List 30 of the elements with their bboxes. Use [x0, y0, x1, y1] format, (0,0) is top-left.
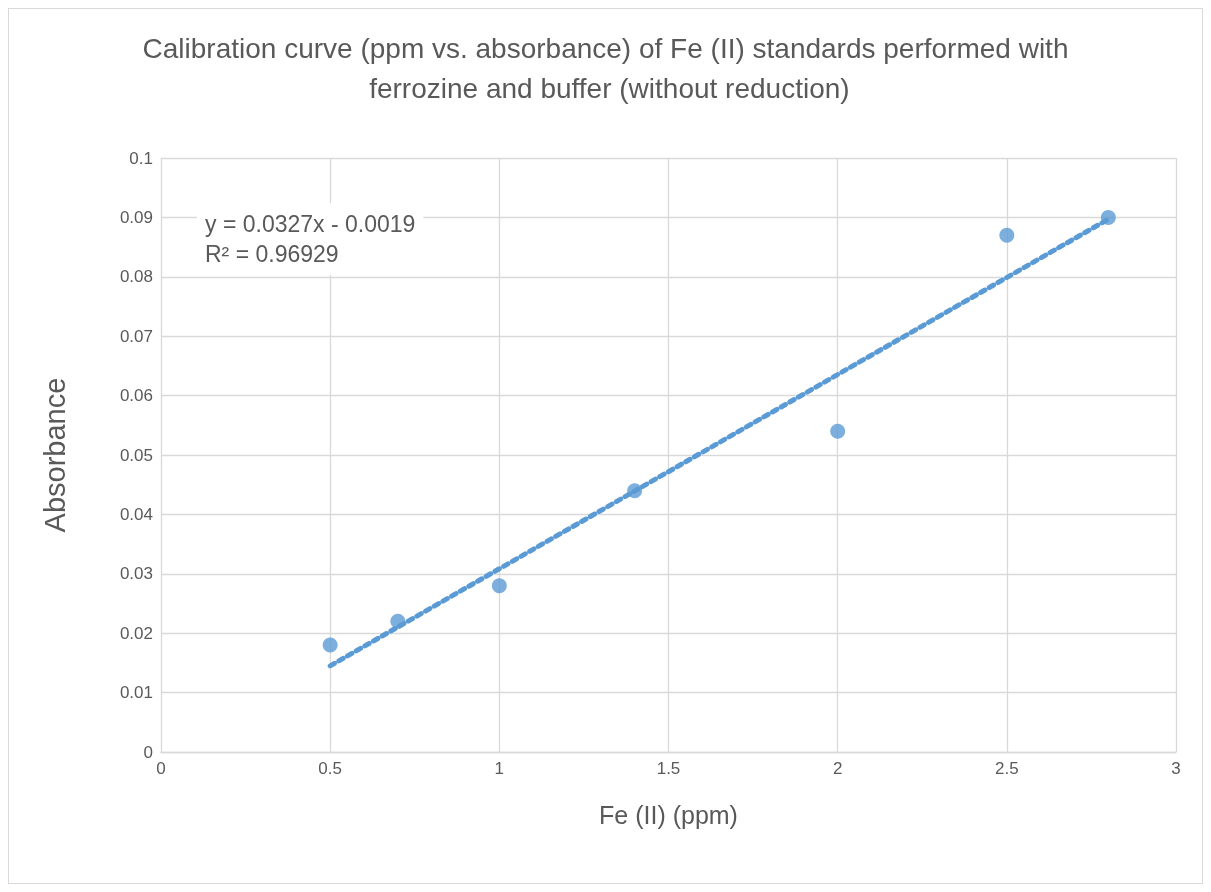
y-tick-label: 0.09	[119, 207, 153, 227]
point	[491, 578, 507, 594]
y-tick-label: 0.04	[119, 504, 153, 524]
y-tick-label: 0.1	[129, 148, 153, 168]
x-tick-label: 1.5	[656, 759, 681, 778]
annotation: y = 0.0327x - 0.0019	[205, 211, 416, 237]
y-tick-label: 0.02	[119, 623, 153, 643]
y-tick-label: 0.08	[119, 267, 153, 287]
y-axis-title: Absorbance	[38, 377, 71, 533]
x-tick-label: 0	[156, 759, 166, 778]
point	[390, 613, 406, 629]
point	[322, 637, 338, 653]
x-tick-label: 2	[832, 759, 843, 778]
x-tick-label: 1	[494, 759, 505, 778]
y-tick-label: 0.05	[119, 445, 153, 465]
point	[830, 423, 846, 439]
annotation: R² = 0.96929	[205, 241, 339, 267]
point	[999, 227, 1015, 243]
chart-title: Calibration curve (ppm vs. absorbance) of Fe (II) standards performed with ferrozine and buffer (without reduction)	[142, 32, 1069, 104]
y-tick-label: 0.07	[119, 326, 153, 346]
y-tick-label: 0.06	[119, 386, 153, 406]
y-tick-label: 0	[143, 742, 153, 762]
point	[1100, 209, 1116, 225]
x-tick-label: 0.5	[318, 759, 342, 778]
x-tick-label: 2.5	[995, 759, 1019, 778]
point	[627, 483, 643, 499]
y-tick-label: 0.03	[119, 564, 153, 584]
x-tick-label: 3	[1171, 759, 1181, 778]
x-axis-title: Fe (II) (ppm)	[599, 800, 738, 829]
y-tick-label: 0.01	[119, 683, 153, 703]
